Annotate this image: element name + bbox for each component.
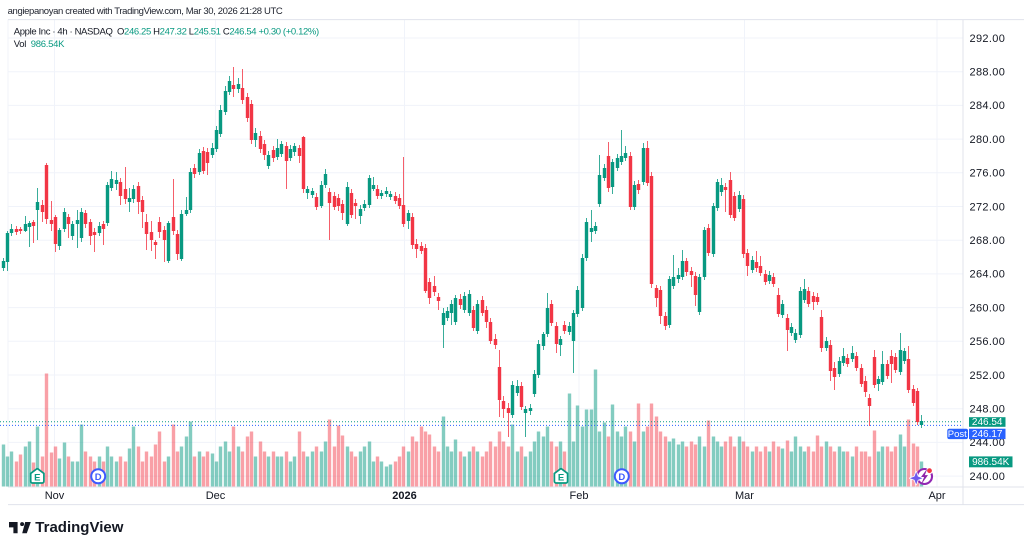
svg-text:D: D <box>95 472 102 483</box>
svg-text:256.00: 256.00 <box>970 336 1006 348</box>
svg-text:244.00: 244.00 <box>970 437 1006 449</box>
svg-text:D: D <box>618 472 625 483</box>
svg-text:288.00: 288.00 <box>970 67 1006 79</box>
svg-text:Feb: Feb <box>570 490 589 502</box>
svg-text:268.00: 268.00 <box>970 235 1006 247</box>
svg-text:Apple Inc · 4h · NASDAQ O246.: Apple Inc · 4h · NASDAQ O246.25 H247.32 … <box>14 27 319 38</box>
svg-text:252.00: 252.00 <box>970 370 1006 382</box>
svg-text:276.00: 276.00 <box>970 168 1006 180</box>
svg-text:Vol 986.54K: Vol 986.54K <box>14 39 65 50</box>
svg-text:246.17: 246.17 <box>972 429 1003 440</box>
svg-text:272.00: 272.00 <box>970 201 1006 213</box>
svg-text:TradingView: TradingView <box>35 519 123 536</box>
svg-text:292.00: 292.00 <box>970 33 1006 45</box>
svg-text:Dec: Dec <box>206 490 226 502</box>
svg-text:Nov: Nov <box>45 490 65 502</box>
svg-text:260.00: 260.00 <box>970 302 1006 314</box>
svg-text:E: E <box>558 473 564 484</box>
svg-text:248.00: 248.00 <box>970 404 1006 416</box>
svg-text:280.00: 280.00 <box>970 134 1006 146</box>
svg-text:E: E <box>34 473 40 484</box>
svg-text:284.00: 284.00 <box>970 100 1006 112</box>
svg-text:Mar: Mar <box>735 490 754 502</box>
svg-text:986.54K: 986.54K <box>972 457 1010 468</box>
svg-text:angiepanoyan created with Trad: angiepanoyan created with TradingView.co… <box>8 6 283 17</box>
svg-text:Post: Post <box>948 429 967 440</box>
svg-text:246.54: 246.54 <box>972 417 1003 428</box>
svg-text:Apr: Apr <box>928 490 945 502</box>
svg-text:240.00: 240.00 <box>970 471 1006 483</box>
svg-text:2026: 2026 <box>392 490 416 502</box>
svg-text:264.00: 264.00 <box>970 269 1006 281</box>
